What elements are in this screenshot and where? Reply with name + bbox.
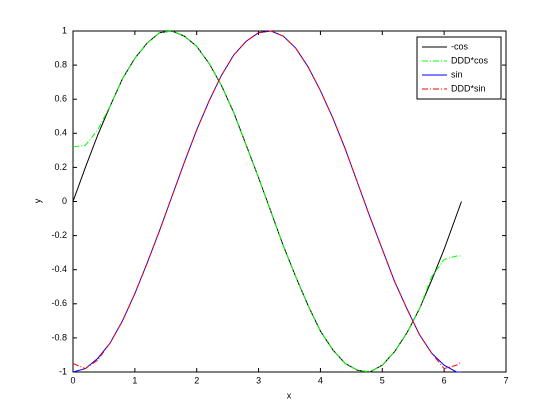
y-tick-label: 1 (62, 25, 67, 35)
y-tick-label: 0 (62, 196, 67, 206)
legend-label: DDD*sin (451, 83, 486, 93)
y-tick-label: -1 (59, 366, 67, 376)
y-tick-label: -0.4 (51, 264, 67, 274)
x-tick-label: 2 (194, 375, 199, 385)
legend-label: -cos (451, 41, 469, 51)
y-tick-label: 0.2 (54, 162, 67, 172)
x-tick-label: 6 (442, 375, 447, 385)
y-tick-label: -0.2 (51, 230, 67, 240)
x-tick-label: 1 (132, 375, 137, 385)
x-tick-label: 3 (256, 375, 261, 385)
y-axis-label: y (32, 198, 42, 203)
y-tick-label: 0.6 (54, 94, 67, 104)
legend-label: sin (451, 69, 463, 79)
x-tick-label: 4 (318, 375, 323, 385)
x-tick-label: 5 (380, 375, 385, 385)
x-tick-label: 7 (503, 375, 508, 385)
y-tick-label: -0.6 (51, 298, 67, 308)
data-line (72, 30, 462, 373)
data-line (72, 30, 462, 370)
y-tick-label: 0.4 (54, 128, 67, 138)
x-tick-label: 0 (70, 375, 75, 385)
y-tick-label: 0.8 (54, 59, 67, 69)
x-axis-label: x (287, 390, 292, 400)
legend-label: DDD*cos (451, 55, 489, 65)
y-tick-label: -0.8 (51, 332, 67, 342)
